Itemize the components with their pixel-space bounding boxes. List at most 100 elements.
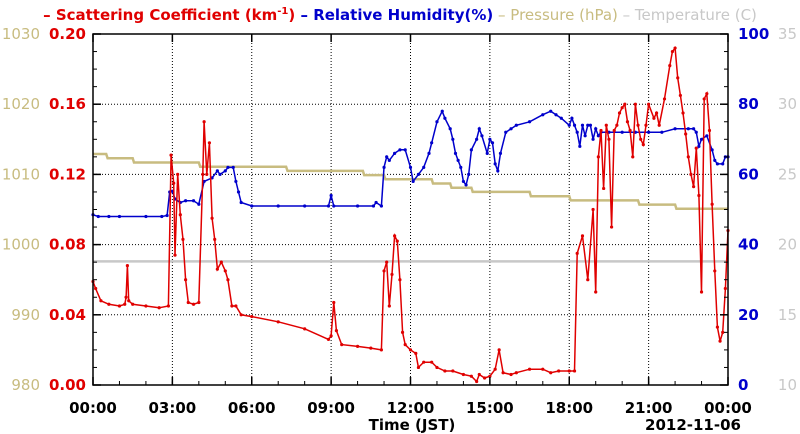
legend-entry: – Temperature (C) — [618, 6, 757, 24]
data-point-humidity — [448, 127, 452, 131]
data-point-humidity — [393, 151, 397, 155]
y-tick-label-humidity: 60 — [738, 165, 759, 183]
data-point-humidity — [422, 165, 426, 169]
x-tick-label: 03:00 — [149, 399, 197, 417]
plot-frame — [92, 33, 729, 386]
data-point-scattering — [681, 111, 685, 115]
data-point-humidity — [488, 137, 492, 141]
data-point-scattering — [636, 123, 640, 127]
data-point-scattering — [234, 304, 238, 308]
y-tick-label-temperature: 35 — [778, 25, 797, 43]
data-point-scattering — [416, 365, 421, 370]
data-point-humidity — [647, 130, 651, 134]
data-point-humidity — [686, 127, 690, 131]
data-point-humidity — [567, 123, 571, 127]
chart-axes: 00:00 03:00 06:00 09:00 12:00 15:00 18:00 21:00… — [2, 25, 797, 417]
data-point-scattering — [435, 365, 439, 370]
data-point-scattering — [639, 137, 643, 141]
x-tick-label: 09:00 — [307, 399, 355, 417]
data-point-humidity — [477, 127, 481, 131]
data-point-scattering — [303, 327, 307, 331]
data-point-scattering — [451, 369, 455, 373]
data-point-humidity — [464, 183, 468, 187]
data-point-humidity — [443, 116, 447, 120]
data-point-scattering — [549, 371, 553, 375]
data-point-humidity — [660, 130, 664, 134]
data-point-scattering — [527, 367, 532, 371]
data-point-scattering — [334, 328, 339, 333]
data-point-humidity — [480, 134, 484, 138]
data-point-humidity — [578, 144, 582, 148]
data-point-scattering — [379, 348, 383, 352]
data-point-scattering — [131, 302, 135, 306]
series-line-pressure — [93, 152, 728, 211]
y-tick-label-humidity: 0 — [738, 376, 748, 394]
data-point-scattering — [501, 371, 505, 375]
data-point-scattering — [398, 278, 402, 282]
data-point-humidity — [694, 130, 698, 134]
x-tick-label: 21:00 — [625, 399, 673, 417]
y-tick-label-humidity: 100 — [738, 25, 769, 43]
data-point-scattering — [557, 369, 561, 373]
data-point-scattering — [609, 225, 614, 229]
data-point-scattering — [186, 300, 190, 305]
x-tick-label: 00:00 — [704, 399, 752, 417]
data-point-scattering — [125, 264, 129, 268]
data-point-humidity — [427, 151, 431, 155]
data-point-humidity — [430, 141, 434, 145]
y-tick-label-humidity: 20 — [738, 306, 759, 324]
data-point-scattering — [340, 343, 344, 347]
data-point-scattering — [124, 295, 128, 299]
data-point-scattering — [469, 374, 473, 378]
data-point-humidity — [416, 172, 421, 176]
data-point-humidity — [107, 214, 111, 219]
data-point-scattering — [620, 106, 624, 110]
data-point-humidity — [596, 134, 600, 138]
data-point-humidity — [329, 193, 333, 198]
data-point-scattering — [250, 314, 254, 319]
data-point-humidity — [451, 137, 455, 141]
data-point-scattering — [387, 304, 391, 308]
data-point-scattering — [586, 278, 590, 282]
data-point-humidity — [453, 151, 458, 155]
data-point-humidity — [303, 204, 307, 208]
data-point-scattering — [276, 320, 280, 324]
data-point-humidity — [504, 130, 508, 134]
data-point-scattering — [178, 213, 182, 217]
date-label: 2012-11-06 — [645, 416, 741, 434]
data-point-scattering — [169, 153, 173, 157]
data-point-scattering — [705, 92, 709, 96]
y-tick-label-humidity: 80 — [738, 95, 759, 113]
data-point-scattering — [692, 185, 696, 189]
data-point-scattering — [172, 181, 176, 185]
data-point-humidity — [490, 141, 495, 145]
data-point-humidity — [223, 169, 227, 173]
data-point-humidity — [467, 172, 471, 176]
data-point-humidity — [475, 137, 479, 141]
x-tick-label: 06:00 — [228, 399, 276, 417]
data-point-humidity — [435, 120, 439, 124]
data-point-humidity — [493, 162, 497, 166]
data-point-humidity — [710, 148, 714, 152]
y-tick-label-scattering: 0.00 — [49, 376, 86, 394]
data-point-scattering — [173, 253, 177, 257]
data-point-scattering — [166, 304, 171, 308]
data-point-humidity — [620, 130, 624, 134]
data-point-humidity — [398, 148, 402, 152]
data-point-humidity — [456, 158, 460, 162]
data-point-scattering — [662, 97, 667, 101]
data-point-humidity — [231, 165, 235, 169]
data-point-humidity — [586, 123, 590, 127]
data-point-humidity — [440, 109, 444, 113]
data-point-humidity — [580, 123, 585, 127]
data-point-humidity — [721, 162, 725, 166]
data-point-humidity — [374, 200, 378, 205]
data-point-scattering — [201, 172, 205, 176]
data-point-scattering — [403, 343, 407, 347]
data-point-scattering — [628, 128, 632, 133]
y-tick-label-scattering: 0.12 — [49, 165, 86, 183]
data-point-scattering — [107, 302, 111, 306]
data-point-scattering — [482, 376, 487, 380]
data-point-scattering — [684, 132, 688, 136]
